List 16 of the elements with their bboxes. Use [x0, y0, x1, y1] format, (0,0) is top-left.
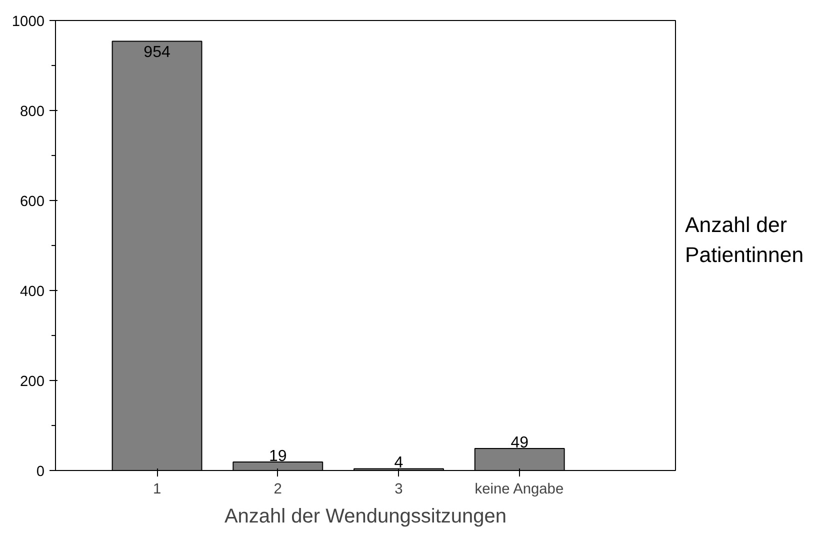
x-tick-label: 2: [274, 482, 282, 498]
y-tick-label: 600: [20, 194, 45, 210]
x-tick-label: 3: [394, 482, 403, 498]
y-tick-label: 800: [20, 104, 45, 120]
x-tick-label: 1: [152, 482, 162, 498]
y-tick-label: 400: [20, 284, 45, 300]
data-label: 19: [268, 448, 287, 465]
x-axis-title: Anzahl der Wendungssitzungen: [224, 506, 507, 528]
y-tick-label: 0: [36, 464, 45, 480]
data-label: 49: [510, 434, 529, 452]
data-label: 4: [394, 454, 404, 472]
y-tick-label: 1000: [12, 14, 45, 30]
x-tick-label: keine Angabe: [474, 482, 564, 498]
y-tick-label: 200: [20, 374, 45, 390]
data-label: 954: [144, 44, 170, 62]
y-axis-title: Anzahl der Patientinnen: [685, 212, 805, 270]
